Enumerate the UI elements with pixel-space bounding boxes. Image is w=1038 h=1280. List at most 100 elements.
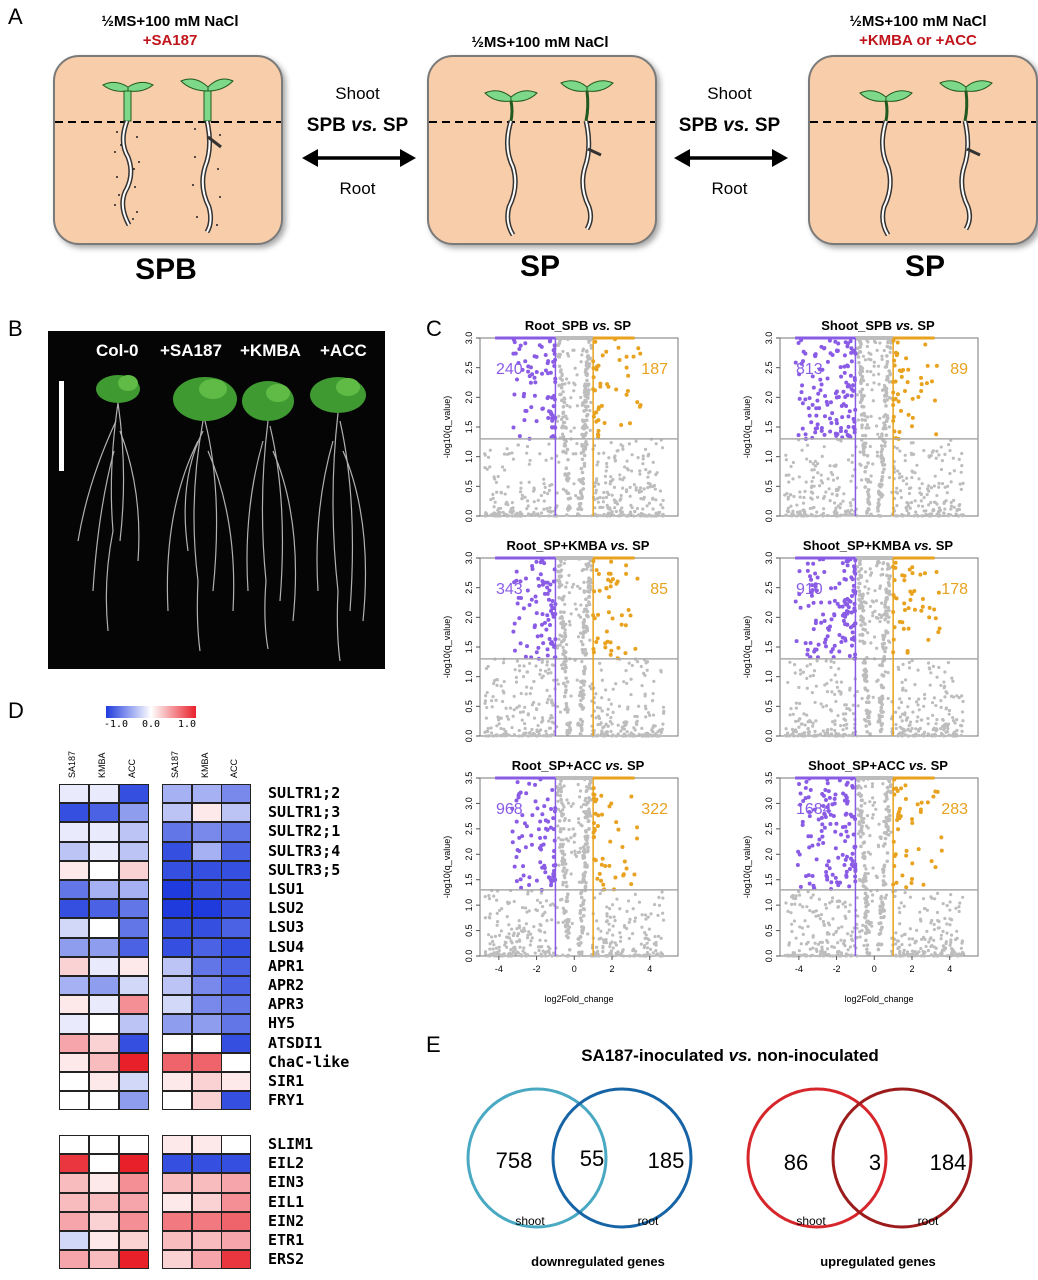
ns-point [873,340,878,345]
ns-point [562,400,567,405]
ns-point [580,444,584,448]
ns-point [928,683,932,687]
ns-point [889,717,894,721]
ns-point [505,714,509,719]
ns-point [635,714,639,719]
ns-point [866,631,870,635]
down-point [845,854,850,859]
ns-point [647,953,652,957]
ns-point [906,501,910,505]
ns-point [532,925,536,929]
ns-point [906,705,910,709]
down-point [520,813,525,818]
down-point [548,641,553,646]
ns-point [629,469,634,473]
ns-point [951,456,955,460]
up-point [939,848,944,853]
ns-point [884,609,888,613]
ns-point [845,726,849,730]
ns-point [949,507,953,511]
ns-point [839,502,843,506]
ns-point [868,619,872,624]
ns-point [487,893,491,898]
up-point [621,872,626,877]
ns-point [588,684,592,688]
ns-point [582,855,587,860]
ns-point [839,692,843,696]
down-point [540,579,545,584]
down-point [798,791,803,796]
down-point [851,383,856,388]
ns-point [843,914,847,918]
ns-point [959,733,963,738]
down-point [811,885,816,890]
up-point [636,346,641,351]
ns-point [534,707,539,711]
ns-point [564,899,569,903]
ns-point [880,696,885,701]
ns-point [560,378,564,382]
ns-point [929,921,933,925]
ns-point [585,349,589,354]
ns-point [621,486,625,490]
ns-point [540,676,544,680]
ns-point [809,485,814,489]
ns-point [561,838,565,842]
up-point [926,637,931,642]
ns-point [863,885,867,889]
ns-point [563,669,568,674]
ns-point [566,935,570,940]
ns-point [656,934,661,938]
up-point [609,559,614,564]
ns-point [888,813,892,818]
down-point [843,622,848,627]
ns-point [882,641,887,646]
ns-point [531,513,536,518]
ns-point [804,954,808,958]
ns-point [898,715,902,719]
ns-point [640,925,644,929]
gene-label: ETR1 [268,1231,305,1249]
ns-point [865,369,869,373]
ns-point [602,941,606,945]
ns-point [540,716,545,720]
ns-point [798,510,802,514]
ns-point [822,494,827,499]
down-point [550,788,555,793]
ns-point [583,433,588,438]
ns-point [597,714,601,718]
ns-point [864,910,868,914]
ns-point [563,382,567,386]
ns-point [811,475,816,480]
ns-point [860,366,865,371]
ns-point [513,668,517,672]
down-point [518,343,523,348]
ns-point [847,707,851,711]
ns-point [510,451,514,455]
ns-point [560,856,565,860]
volcano-title: Root_SP+KMBA vs. SP [458,538,698,553]
ns-point [859,575,863,579]
down-point [844,869,849,874]
venn-up-overlap-count: 3 [868,1150,882,1175]
ns-point [644,933,648,937]
ns-point [528,943,532,947]
ns-point [539,952,543,956]
ns-point [511,933,515,938]
ns-point [866,492,871,497]
x-tick-label: 4 [947,964,952,974]
up-point [904,356,909,361]
ns-point [614,734,618,738]
gene-label: LSU2 [268,899,305,918]
down-point [833,339,838,344]
ns-point [565,581,569,585]
heatmap-cell [162,860,192,880]
gene-label: SULTR2;1 [268,822,341,841]
down-point [809,420,814,425]
heatmap-column-label: SA187 [170,750,180,778]
ns-point [810,497,814,501]
ns-point [955,507,959,512]
ns-point [621,948,625,952]
ns-point [548,506,552,510]
heatmap-cell [59,880,89,900]
